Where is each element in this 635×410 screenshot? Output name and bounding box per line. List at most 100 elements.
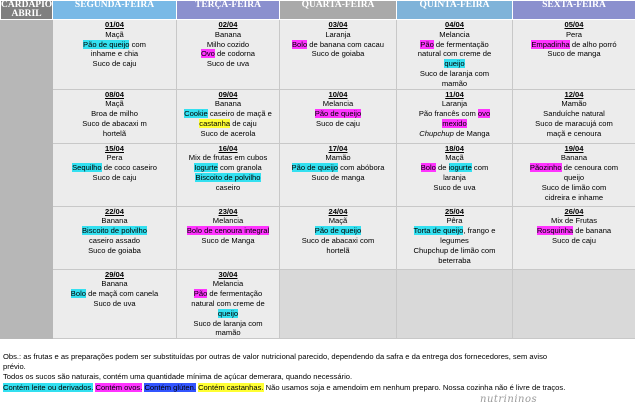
menu-line: hortelã xyxy=(54,129,175,139)
menu-text: cidreira e inhame xyxy=(544,192,604,202)
menu-line: Sequilho de coco caseiro xyxy=(54,163,175,173)
week-row: 15/04 Pera Sequilho de coco caseiro Suco de… xyxy=(0,142,635,207)
menu-line: Chupchup de limão com xyxy=(398,246,511,256)
menu-line: Broa de milho xyxy=(54,109,175,119)
menu-line: Suco de acerola xyxy=(178,129,278,139)
menu-text: Suco de laranja com xyxy=(419,68,490,78)
menu-line: Suco de manga xyxy=(514,49,634,59)
menu-text: de caju xyxy=(230,118,257,128)
menu-text: Pera xyxy=(106,153,123,163)
menu-line: Pãozinho de cenoura com xyxy=(514,163,634,173)
menu-line: Maçã xyxy=(54,99,175,109)
day-date: 04/04 xyxy=(444,20,464,29)
menu-line: Suco de caju xyxy=(54,173,175,183)
menu-line: Suco de abacaxi m xyxy=(54,119,175,129)
menu-line: Rosquinha de banana xyxy=(514,226,634,236)
day-cell: 02/04 Banana Milho cozido Ovo de codorna Suc… xyxy=(176,19,280,90)
footnote-line: Contém leite ou derivados. Contém ovos. … xyxy=(3,382,633,393)
menu-line: Suco de manga xyxy=(281,173,395,183)
allergen-highlight: queijo xyxy=(444,59,465,69)
allergen-highlight: Bolo xyxy=(70,289,86,299)
menu-line: Mamão xyxy=(514,99,634,109)
menu-line: Torta de queijo, frango e xyxy=(398,226,511,236)
day-cell: 01/04 Maçã Pão de queijo com inhame e chia S… xyxy=(52,19,177,90)
menu-text: de coco caseiro xyxy=(101,163,157,173)
menu-line: Suco de laranja com xyxy=(398,69,511,79)
menu-text: de codorna xyxy=(214,49,256,59)
allergen-highlight: mexido xyxy=(442,118,467,128)
menu-text: de cenoura com xyxy=(561,163,619,173)
menu-line: Pão de queijo com xyxy=(54,39,175,50)
day-date: 01/04 xyxy=(104,20,124,29)
menu-text: de maçã com canela xyxy=(86,289,159,299)
day-cell: 26/04 Mix de Frutas Rosquinha de banana Suc… xyxy=(512,205,635,270)
menu-text: Suco de maracujá com xyxy=(535,118,613,128)
allergen-highlight: Cookie xyxy=(184,109,208,119)
footnote-line: Todos os sucos são naturais, contém uma … xyxy=(3,372,633,382)
menu-line: mamão xyxy=(398,79,511,88)
week-label-cell xyxy=(0,88,53,144)
menu-text: Suco de acerola xyxy=(200,128,256,138)
menu-line: natural com creme de xyxy=(178,299,278,309)
day-cell: 03/04 Laranja Bolo de banana com cacau Suco… xyxy=(279,19,397,90)
menu-text: de xyxy=(435,163,449,173)
day-cell: 29/04 Banana Bolo de maçã com canela Suco d… xyxy=(52,268,177,340)
menu-line: Bolo de banana com cacau xyxy=(281,39,395,50)
allergen-highlight: Bolo de cenoura integral xyxy=(186,226,270,236)
menu-line: castanha de caju xyxy=(178,118,278,129)
menu-text: queijo xyxy=(563,172,585,182)
allergen-highlight: Biscoito de polvilho xyxy=(81,226,147,236)
menu-text: Suco de abacaxi m xyxy=(82,118,147,128)
day-cell: 19/04 Banana Pãozinho de cenoura com queijo… xyxy=(512,142,635,207)
menu-line: Cookie caseiro de maçã e xyxy=(178,109,278,119)
menu-line: Iogurte com granola xyxy=(178,163,278,173)
menu-text: de alho porró xyxy=(569,39,617,49)
day-cell: 10/04 Melancia Pão de queijo Suco de caju xyxy=(279,88,397,144)
day-date: 03/04 xyxy=(328,20,348,29)
italic-text: Chupchup xyxy=(419,128,454,138)
menu-line: Sanduíche natural xyxy=(514,109,634,119)
menu-text: Suco de laranja com xyxy=(193,318,263,328)
allergen-highlight: Pãozinho xyxy=(529,163,562,173)
menu-line: hortelã xyxy=(281,246,395,256)
allergen-highlight: Bolo xyxy=(420,163,436,173)
header-day: SEGUNDA-FEIRA xyxy=(52,0,177,20)
header-day: SEXTA-FEIRA xyxy=(512,0,635,20)
day-cell: 12/04 Mamão Sanduíche natural Suco de marac… xyxy=(512,88,635,144)
allergen-highlight: Biscoito de polvilho xyxy=(195,172,261,182)
day-cell: 25/04 Pêra Torta de queijo, frango e legume… xyxy=(396,205,513,270)
header-day: QUARTA-FEIRA xyxy=(279,0,397,20)
menu-text: Suco de goiaba xyxy=(88,245,141,255)
day-date: 29/04 xyxy=(104,269,124,279)
day-date: 15/04 xyxy=(104,143,124,153)
menu-line: Biscoito de polvilho xyxy=(54,226,175,236)
menu-line: inhame e chia xyxy=(54,49,175,59)
menu-text: legumes xyxy=(440,235,469,245)
menu-line: Bolo de cenoura integral xyxy=(178,226,278,236)
allergen-highlight: queijo xyxy=(217,308,239,318)
menu-text: inhame e chia xyxy=(90,49,139,59)
menu-line: Banana xyxy=(54,279,175,289)
week-label-cell xyxy=(0,268,53,340)
day-date: 12/04 xyxy=(564,89,584,99)
menu-line: Suco de uva xyxy=(54,299,175,309)
allergen-highlight: Pão de queijo xyxy=(83,39,130,49)
menu-text: caseiro assado xyxy=(88,235,141,245)
day-date: 26/04 xyxy=(564,206,584,216)
allergen-highlight: Torta de queijo xyxy=(413,226,464,236)
menu-line: Mamão xyxy=(281,153,395,163)
day-cell: 16/04 Mix de frutas em cubos Iogurte com g… xyxy=(176,142,280,207)
allergen-highlight: Bolo xyxy=(291,39,308,49)
menu-line: Bolo de maçã com canela xyxy=(54,289,175,299)
menu-text: caseiro xyxy=(215,182,241,192)
menu-text: de banana xyxy=(573,226,612,236)
header-corner: CARDÁPIO ABRIL xyxy=(0,0,53,20)
menu-line: Pão de queijo com abóbora xyxy=(281,163,395,173)
menu-text: Pera xyxy=(565,29,583,39)
menu-line: Chupchup de Manga xyxy=(398,129,511,139)
menu-line: Suco de laranja com xyxy=(178,319,278,329)
week-row: 22/04 Banana Biscoito de polvilho caseiro a… xyxy=(0,205,635,270)
footnotes: Obs.: as frutas e as preparações podem s… xyxy=(3,352,633,393)
